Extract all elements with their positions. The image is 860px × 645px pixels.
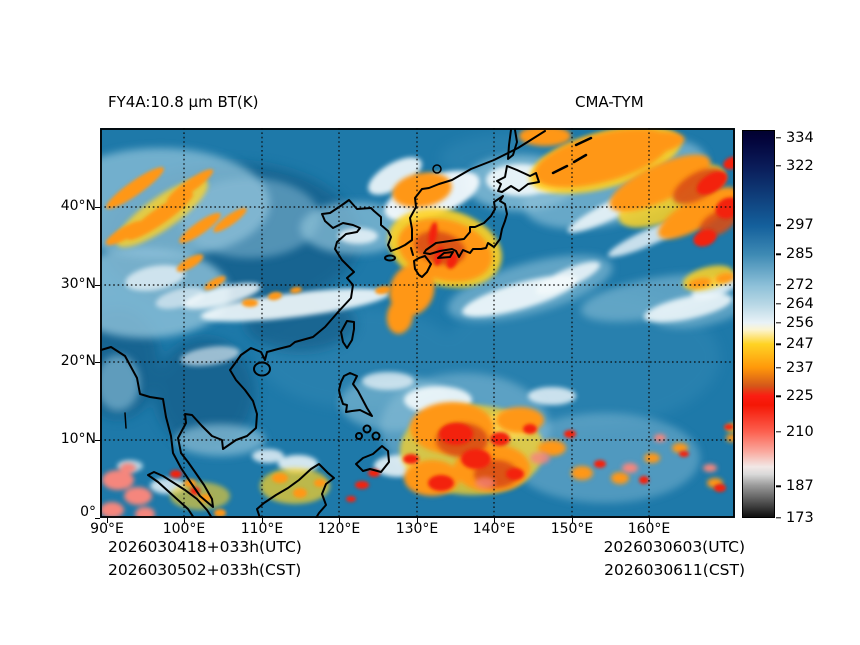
- x-tick-label: 110°E: [240, 521, 284, 537]
- colorbar-tick-mark: [776, 224, 781, 227]
- colorbar-tick-mark: [776, 343, 781, 345]
- y-tick-mark: [95, 362, 100, 364]
- colorbar-tick-mark: [776, 253, 781, 255]
- colorbar-tick-mark: [776, 517, 781, 519]
- x-tick-mark: [184, 518, 186, 523]
- colorbar-tick-label: 285: [786, 246, 814, 263]
- init-time-utc: 2026030418+033h(UTC): [108, 538, 302, 556]
- x-tick-label: 160°E: [627, 521, 671, 537]
- y-tick-label: 30°N: [60, 276, 96, 292]
- y-tick-label: 0°: [80, 504, 96, 520]
- y-tick-mark: [95, 285, 100, 287]
- plot-title-right: CMA-TYM: [575, 93, 644, 111]
- colorbar-ticks: 334 322 297 285 272 264 256 247 237 225 210 187 173: [776, 129, 836, 526]
- y-tick-mark: [95, 440, 100, 442]
- colorbar-tick-label: 210: [786, 423, 814, 440]
- colorbar-tick-label: 247: [786, 336, 814, 353]
- satellite-bt-image: [100, 128, 735, 518]
- colorbar-tick-label: 225: [786, 388, 814, 405]
- colorbar-tick-mark: [776, 165, 781, 167]
- x-tick-label: 150°E: [550, 521, 594, 537]
- colorbar-tick-label: 256: [786, 314, 814, 331]
- y-tick-label: 20°N: [60, 353, 96, 369]
- colorbar-gradient: [743, 131, 774, 517]
- x-tick-mark: [107, 518, 109, 523]
- coastlines: [100, 129, 593, 518]
- map-frame: [100, 128, 735, 518]
- footer-right: 2026030603(UTC) 2026030611(CST): [445, 536, 745, 582]
- colorbar-tick-mark: [776, 485, 781, 487]
- y-tick-label: 10°N: [60, 431, 96, 447]
- colorbar-tick-label: 334: [786, 129, 814, 146]
- y-tick-label: 40°N: [60, 198, 96, 214]
- x-tick-label: 100°E: [162, 521, 206, 537]
- y-tick-mark: [95, 518, 100, 520]
- colorbar-tick-mark: [776, 322, 781, 324]
- colorbar-tick-label: 264: [786, 295, 814, 312]
- red-cloud-layer: [170, 156, 735, 502]
- x-tick-mark: [494, 518, 496, 523]
- x-tick-mark: [649, 518, 651, 523]
- colorbar-tick-label: 237: [786, 359, 814, 376]
- plot-title-left: FY4A:10.8 μm BT(K): [108, 93, 259, 111]
- colorbar-tick-mark: [776, 367, 781, 369]
- y-tick-mark: [95, 207, 100, 209]
- colorbar-tick-label: 187: [786, 478, 814, 495]
- x-tick-mark: [417, 518, 419, 523]
- x-tick-label: 130°E: [395, 521, 439, 537]
- white-cloud-layer: [117, 138, 735, 494]
- colorbar-tick-label: 322: [786, 158, 814, 175]
- pink-cloud-layer: [100, 434, 717, 518]
- x-tick-mark: [339, 518, 341, 523]
- x-tick-mark: [262, 518, 264, 523]
- x-tick-label: 120°E: [317, 521, 361, 537]
- colorbar-tick-label: 297: [786, 217, 814, 234]
- colorbar-tick-mark: [776, 284, 781, 286]
- colorbar-tick-mark: [776, 395, 781, 397]
- colorbar-tick-mark: [776, 137, 781, 139]
- colorbar-tick-mark: [776, 431, 781, 433]
- colorbar-tick-mark: [776, 303, 781, 305]
- init-time-cst: 2026030502+033h(CST): [108, 561, 302, 579]
- colorbar-tick-label: 173: [786, 510, 814, 526]
- valid-time-utc: 2026030603(UTC): [603, 538, 745, 556]
- valid-time-cst: 2026030611(CST): [604, 561, 745, 579]
- footer-left: 2026030418+033h(UTC) 2026030502+033h(CST…: [108, 536, 302, 582]
- x-tick-label: 140°E: [472, 521, 516, 537]
- map-plot-area: [100, 128, 735, 518]
- colorbar-tick-label: 272: [786, 276, 814, 293]
- grid-lines: [100, 128, 735, 518]
- x-tick-label: 90°E: [90, 521, 124, 537]
- colorbar: [742, 130, 775, 518]
- x-tick-mark: [572, 518, 574, 523]
